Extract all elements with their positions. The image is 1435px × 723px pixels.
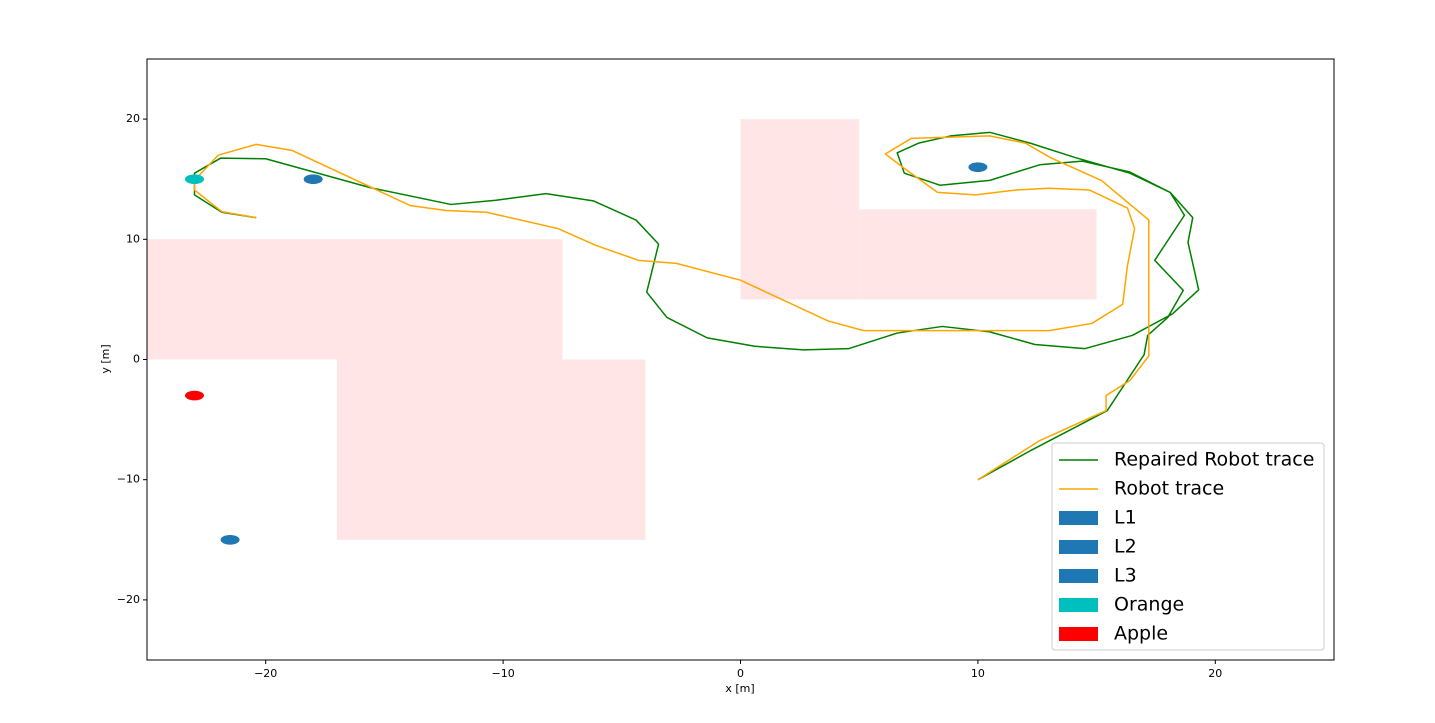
legend-swatch (1059, 627, 1098, 641)
legend-label: L1 (1114, 507, 1137, 529)
trace-line (193, 135, 1150, 481)
x-axis-label: x [m] (725, 682, 754, 695)
legend: Repaired Robot trace Robot trace L1 L2 L3 Ora… (1051, 442, 1325, 651)
trace-line (193, 131, 1200, 481)
y-tick-label: 0 (133, 353, 140, 366)
legend-label: Robot trace (1114, 478, 1224, 500)
x-tick-label: 0 (737, 667, 744, 680)
x-tick-label: 20 (1208, 667, 1222, 680)
legend-label: L3 (1114, 565, 1137, 587)
landmark (184, 174, 204, 185)
legend-label: Repaired Robot trace (1114, 449, 1314, 471)
legend-label: Orange (1114, 594, 1184, 616)
x-tick-label: −20 (254, 667, 277, 680)
obstacle (859, 209, 1097, 300)
y-tick-label: 20 (126, 112, 140, 125)
obstacle (740, 119, 860, 300)
y-tick-label: −20 (117, 593, 140, 606)
y-tick-label: 10 (126, 232, 140, 245)
legend-swatch (1059, 598, 1098, 612)
x-tick-label: −10 (491, 667, 514, 680)
x-tick-label: 10 (971, 667, 985, 680)
legend-box (1051, 442, 1325, 651)
legend-label: Apple (1114, 623, 1168, 645)
obstacle (147, 239, 563, 360)
y-tick-label: −10 (117, 473, 140, 486)
legend-swatch (1059, 540, 1098, 554)
landmark (303, 174, 323, 185)
landmark (184, 390, 204, 401)
legend-label: L2 (1114, 536, 1137, 558)
legend-swatch (1059, 569, 1098, 583)
y-axis-label: y [m] (99, 344, 112, 373)
landmark (220, 534, 240, 545)
landmark (968, 162, 988, 172)
legend-swatch (1059, 511, 1098, 525)
obstacle (336, 359, 646, 540)
